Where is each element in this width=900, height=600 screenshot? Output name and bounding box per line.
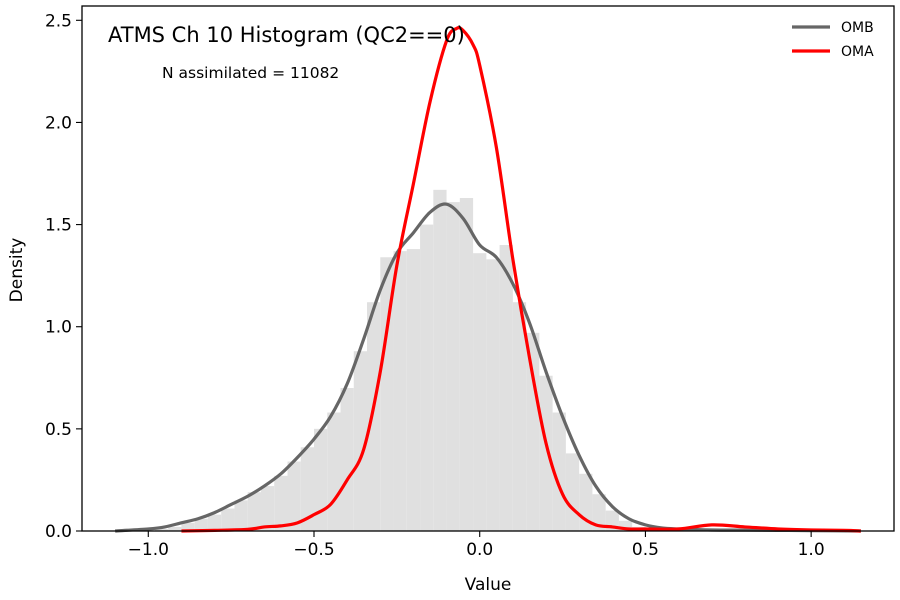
axes-frame [81, 5, 895, 532]
histogram-bar [499, 245, 513, 531]
histogram-bar [300, 447, 314, 531]
x-tick-label: 0.0 [466, 540, 493, 560]
histogram-bar [433, 189, 447, 531]
histogram-bar [181, 522, 195, 531]
density-lines [115, 26, 861, 533]
histogram-bar [565, 453, 580, 531]
x-tick-label: 1.0 [798, 540, 825, 560]
histogram-bar [393, 251, 407, 532]
histogram-bar [420, 224, 434, 531]
histogram-bar [287, 461, 301, 531]
n-assimilated-annotation: N assimilated = 11082 [162, 64, 339, 82]
chart-title: ATMS Ch 10 Histogram (QC2==0) [108, 23, 465, 47]
y-tick-label: 0.0 [45, 522, 72, 542]
histogram-bar [154, 528, 169, 531]
histogram-bar [459, 198, 474, 531]
y-tick-label: 1.5 [45, 216, 72, 236]
legend-label-omb: OMB [841, 20, 874, 36]
histogram-bar [221, 508, 235, 531]
x-axis-ticks: −1.0 −0.5 0.0 0.5 1.0 [128, 531, 825, 560]
histogram-bar [618, 520, 633, 531]
histogram-bar [526, 332, 540, 531]
x-tick-label: −1.0 [128, 540, 169, 560]
histogram-bar [314, 428, 328, 531]
y-axis-label: Density [7, 238, 27, 303]
histogram-bars [154, 189, 699, 532]
histogram-bar [539, 375, 553, 531]
x-tick-label: −0.5 [293, 540, 334, 560]
histogram-bar [274, 475, 288, 531]
histogram-bar [353, 351, 368, 531]
histogram-bar [406, 249, 421, 531]
y-tick-label: 2.5 [45, 11, 72, 31]
histogram-bar [552, 412, 566, 531]
legend-label-oma: OMA [841, 44, 874, 60]
histogram-bar [473, 253, 487, 531]
x-tick-label: 0.5 [632, 540, 659, 560]
histogram-bar [446, 202, 460, 531]
y-tick-label: 2.0 [45, 113, 72, 133]
histogram-bar [340, 388, 354, 531]
y-tick-label: 1.0 [45, 318, 72, 338]
histogram-bar [234, 500, 248, 531]
histogram-bar [327, 412, 341, 531]
histogram-bar [207, 514, 222, 531]
histogram-bar [247, 492, 261, 531]
histogram-bar [486, 259, 500, 531]
y-axis-ticks: 0.0 0.5 1.0 1.5 2.0 2.5 [45, 11, 82, 542]
x-axis-label: Value [465, 575, 512, 595]
legend: OMB OMA [792, 20, 874, 60]
histogram-bar [168, 526, 182, 531]
series-line-omb [115, 202, 861, 533]
series-line-oma [181, 26, 861, 533]
histogram-bar [592, 494, 606, 531]
histogram-bar [194, 518, 208, 531]
histogram-bar [260, 486, 275, 531]
histogram-bar [367, 302, 381, 531]
histogram-bar [380, 257, 394, 531]
histogram-bar [512, 302, 527, 531]
y-tick-label: 0.5 [45, 420, 72, 440]
